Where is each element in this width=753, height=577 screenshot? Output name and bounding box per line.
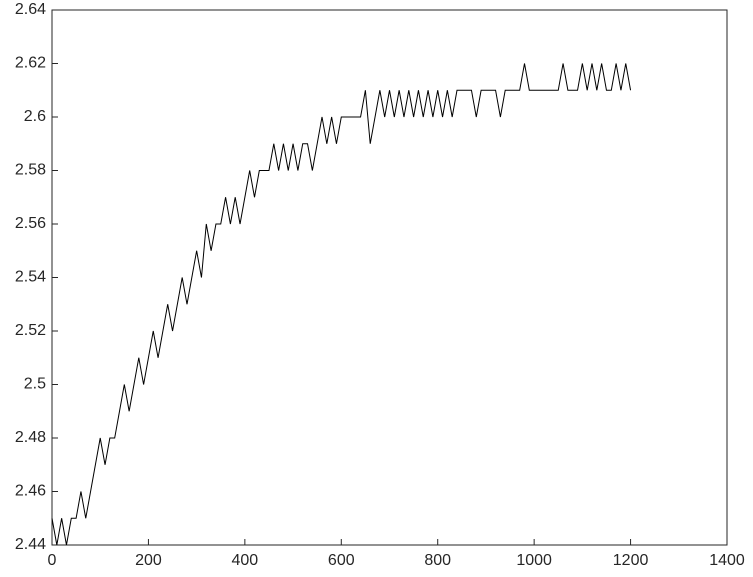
x-tick-label: 200 bbox=[135, 552, 162, 569]
x-tick-label: 1400 bbox=[709, 552, 745, 569]
x-tick-label: 1200 bbox=[613, 552, 649, 569]
y-tick-label: 2.6 bbox=[24, 108, 46, 125]
x-tick-label: 400 bbox=[232, 552, 259, 569]
y-tick-label: 2.56 bbox=[15, 215, 46, 232]
x-tick-label: 0 bbox=[48, 552, 57, 569]
data-line bbox=[51, 63, 632, 546]
x-tick-label: 800 bbox=[424, 552, 451, 569]
y-tick-label: 2.54 bbox=[15, 269, 46, 286]
y-tick-label: 2.48 bbox=[15, 429, 46, 446]
y-tick-label: 2.62 bbox=[15, 55, 46, 72]
y-tick-label: 2.64 bbox=[15, 1, 46, 18]
y-tick-label: 2.58 bbox=[15, 162, 46, 179]
x-tick-label: 1000 bbox=[516, 552, 552, 569]
x-tick-label: 600 bbox=[328, 552, 355, 569]
y-tick-label: 2.52 bbox=[15, 322, 46, 339]
y-tick-label: 2.46 bbox=[15, 483, 46, 500]
y-tick-label: 2.5 bbox=[24, 376, 46, 393]
plot-frame bbox=[51, 9, 728, 546]
y-tick-label: 2.44 bbox=[15, 536, 46, 553]
